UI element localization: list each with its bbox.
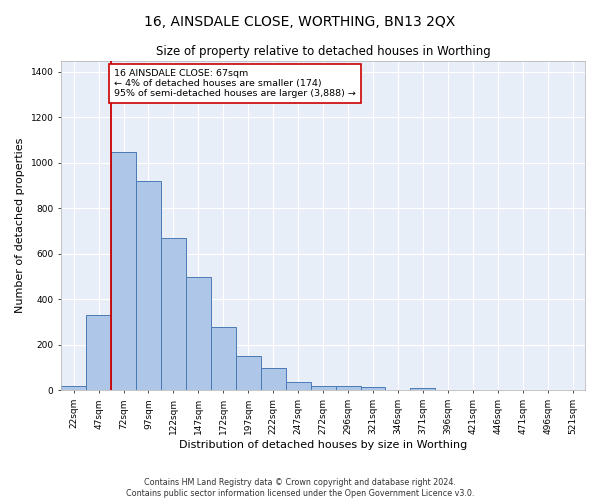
Text: Contains HM Land Registry data © Crown copyright and database right 2024.
Contai: Contains HM Land Registry data © Crown c… (126, 478, 474, 498)
Bar (211, 326, 236, 390)
Bar (236, 356, 261, 390)
Bar (311, 386, 335, 390)
Bar (286, 382, 311, 390)
Bar (361, 387, 385, 390)
Bar (261, 368, 286, 390)
Text: 16, AINSDALE CLOSE, WORTHING, BN13 2QX: 16, AINSDALE CLOSE, WORTHING, BN13 2QX (145, 15, 455, 29)
X-axis label: Distribution of detached houses by size in Worthing: Distribution of detached houses by size … (179, 440, 467, 450)
Bar (136, 181, 161, 390)
Bar (61, 386, 86, 390)
Title: Size of property relative to detached houses in Worthing: Size of property relative to detached ho… (156, 45, 490, 58)
Bar (410, 388, 436, 390)
Text: 16 AINSDALE CLOSE: 67sqm
← 4% of detached houses are smaller (174)
95% of semi-d: 16 AINSDALE CLOSE: 67sqm ← 4% of detache… (114, 68, 356, 98)
Bar (111, 152, 136, 390)
Bar (161, 238, 186, 390)
Y-axis label: Number of detached properties: Number of detached properties (15, 138, 25, 313)
Bar (86, 316, 111, 390)
Bar (335, 386, 361, 390)
Bar (186, 276, 211, 390)
